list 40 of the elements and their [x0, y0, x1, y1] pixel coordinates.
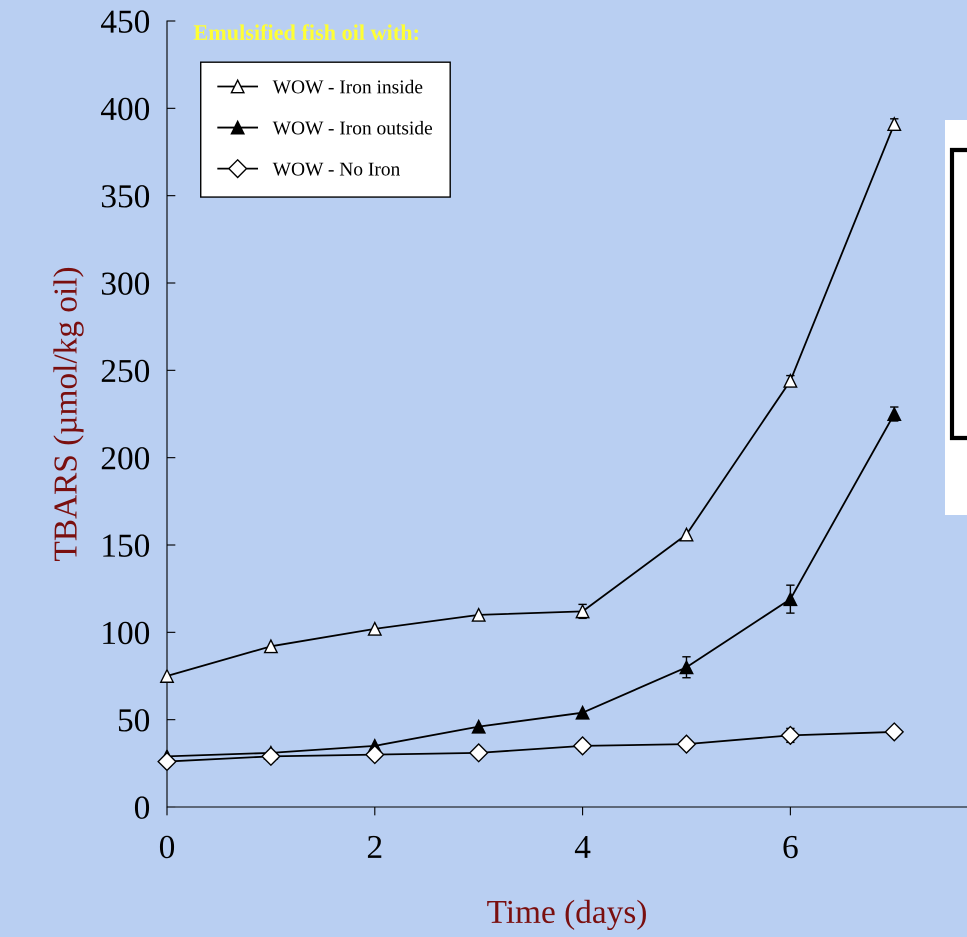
- y-axis-title: TBARS (µmol/kg oil): [53, 268, 84, 561]
- point: [783, 374, 798, 388]
- point: [887, 117, 902, 131]
- point: [472, 608, 486, 622]
- y-tick-label: 0: [134, 796, 150, 819]
- point: [783, 592, 798, 606]
- point: [261, 746, 280, 766]
- x-tick-label: 0: [160, 836, 174, 858]
- x-axis-title: Time (days): [487, 900, 646, 930]
- legend-title: Emulsified fish oil with:: [194, 24, 418, 40]
- point: [365, 745, 384, 764]
- point: [576, 706, 590, 720]
- point: [780, 726, 800, 745]
- point: [884, 722, 904, 742]
- point: [469, 743, 488, 762]
- y-tick-label: 400: [100, 98, 150, 120]
- point: [157, 752, 177, 772]
- point: [676, 734, 696, 754]
- x-tick-label: 4: [574, 836, 590, 858]
- point: [472, 720, 486, 734]
- point: [680, 660, 694, 674]
- point: [264, 639, 278, 654]
- legend-label: WOW - Iron inside: [272, 80, 422, 94]
- x-tick-label: 2: [368, 836, 382, 858]
- point: [160, 669, 174, 683]
- legend-label: WOW - Iron outside: [272, 120, 432, 135]
- y-tick-label: 150: [103, 534, 150, 557]
- point: [573, 736, 592, 756]
- y-tick-label: 450: [100, 10, 150, 33]
- y-tick-label: 100: [103, 622, 150, 644]
- point: [368, 622, 382, 636]
- y-tick-label: 50: [118, 709, 150, 732]
- y-tick-label: 350: [102, 185, 150, 208]
- y-tick-label: 250: [102, 360, 150, 382]
- point: [680, 528, 694, 542]
- point: [576, 604, 590, 618]
- x-tick-label: 6: [783, 836, 798, 858]
- y-tick-label: 300: [102, 272, 150, 295]
- y-tick-label: 200: [102, 447, 150, 470]
- legend-label: WOW - No Iron: [272, 162, 400, 176]
